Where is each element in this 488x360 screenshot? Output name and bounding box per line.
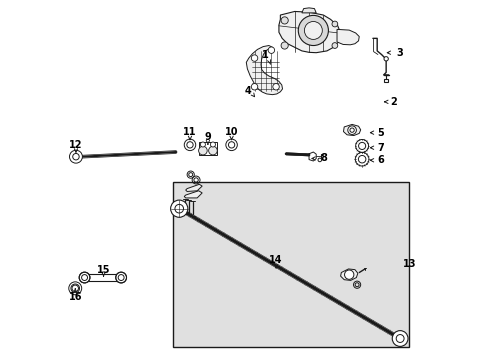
Text: 1: 1: [262, 50, 268, 60]
Circle shape: [272, 84, 279, 90]
Polygon shape: [336, 30, 359, 45]
Text: 6: 6: [377, 155, 384, 165]
Circle shape: [331, 21, 337, 27]
Circle shape: [344, 270, 353, 279]
Text: 5: 5: [377, 128, 384, 138]
Circle shape: [208, 146, 217, 155]
Circle shape: [170, 200, 187, 217]
Bar: [172, 182, 408, 347]
Text: 2: 2: [389, 97, 396, 107]
Text: 10: 10: [224, 127, 238, 136]
Circle shape: [383, 57, 387, 61]
Circle shape: [304, 22, 322, 40]
Text: 3: 3: [395, 48, 402, 58]
Bar: [199, 142, 216, 155]
Text: 15: 15: [97, 265, 110, 275]
Text: 16: 16: [68, 292, 82, 302]
Circle shape: [251, 55, 257, 61]
Bar: [383, 79, 387, 82]
Circle shape: [69, 282, 81, 295]
Circle shape: [251, 84, 257, 90]
Text: 8: 8: [319, 153, 326, 163]
Circle shape: [210, 142, 215, 147]
Polygon shape: [340, 269, 357, 280]
Polygon shape: [278, 12, 340, 53]
Circle shape: [198, 146, 207, 155]
Circle shape: [267, 47, 274, 53]
Circle shape: [79, 272, 90, 283]
Circle shape: [69, 150, 82, 163]
Circle shape: [298, 15, 328, 45]
Polygon shape: [246, 45, 282, 95]
Circle shape: [116, 272, 126, 283]
Text: 13: 13: [402, 259, 415, 269]
Circle shape: [347, 126, 356, 134]
Polygon shape: [343, 125, 360, 135]
Text: 7: 7: [377, 143, 384, 153]
Polygon shape: [301, 8, 316, 13]
Bar: [83, 274, 122, 281]
Circle shape: [391, 330, 407, 346]
Text: 14: 14: [269, 255, 282, 265]
Circle shape: [200, 142, 205, 147]
Text: 4: 4: [244, 86, 251, 96]
Polygon shape: [185, 184, 202, 192]
Circle shape: [331, 42, 337, 48]
Text: 12: 12: [69, 140, 82, 150]
Text: 11: 11: [183, 127, 196, 136]
Circle shape: [281, 17, 287, 24]
Polygon shape: [184, 191, 202, 198]
Circle shape: [281, 42, 287, 49]
Circle shape: [317, 158, 321, 162]
Text: 9: 9: [204, 132, 211, 142]
